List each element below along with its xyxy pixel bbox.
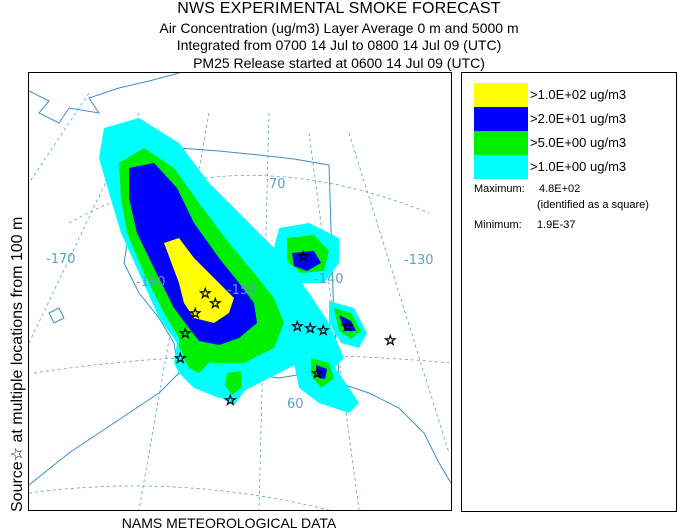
lon-label-150: -150 bbox=[227, 283, 257, 298]
lat-label-60: 60 bbox=[287, 397, 304, 412]
lon-line-180 bbox=[29, 92, 90, 184]
south-plume-blue bbox=[316, 365, 327, 379]
legend-swatch-yellow bbox=[474, 83, 528, 107]
legend-label-green: >5.0E+00 ug/m3 bbox=[530, 135, 627, 150]
lon-label-170: -170 bbox=[46, 252, 76, 267]
concentration-subtitle: Air Concentration (ug/m3) Layer Average … bbox=[159, 20, 519, 36]
integration-period: Integrated from 0700 14 Jul to 0800 14 J… bbox=[176, 37, 502, 53]
source-markers: ☆ ☆ ☆ ☆ ☆ ☆ ☆ ☆ ☆ ☆ ☆ ☆ ☆ bbox=[174, 249, 397, 410]
smoke-map-canvas: ☆ ☆ ☆ ☆ ☆ ☆ ☆ ☆ ☆ ☆ ☆ ☆ ☆ -170 -160 -150… bbox=[29, 73, 451, 510]
legend-item-green: >5.0E+00 ug/m3 bbox=[474, 131, 674, 155]
minimum-value: 1.9E-37 bbox=[537, 219, 576, 231]
maximum-note: (identified as a square) bbox=[537, 199, 649, 211]
source-star-9: ☆ bbox=[384, 333, 397, 349]
source-star-5: ☆ bbox=[174, 351, 187, 367]
release-start: PM25 Release started at 0600 14 Jul 09 (… bbox=[193, 55, 485, 71]
maximum-value: 4.8E+02 bbox=[539, 183, 581, 195]
sw-plume-green bbox=[179, 343, 209, 373]
meteorological-data-label: NAMS METEOROLOGICAL DATA bbox=[121, 515, 337, 531]
lon-label-160: -160 bbox=[136, 275, 166, 290]
legend-label-cyan: >1.0E+00 ug/m3 bbox=[530, 159, 627, 174]
east-plume1-blue bbox=[292, 251, 321, 271]
lon-line-130 bbox=[348, 132, 450, 454]
lat-label-70: 70 bbox=[269, 177, 286, 192]
legend-swatch-cyan bbox=[474, 155, 528, 179]
smoke-map: ☆ ☆ ☆ ☆ ☆ ☆ ☆ ☆ ☆ ☆ ☆ ☆ ☆ -170 -160 -150… bbox=[28, 72, 452, 511]
lon-label-130: -130 bbox=[404, 253, 434, 268]
concentration-legend: >1.0E+02 ug/m3 >2.0E+01 ug/m3 >5.0E+00 u… bbox=[461, 72, 677, 512]
maximum-label: Maximum: bbox=[474, 183, 525, 195]
source-star-2: ☆ bbox=[209, 296, 222, 312]
source-star-10: ☆ bbox=[297, 249, 310, 265]
source-star-8: ☆ bbox=[317, 323, 330, 339]
minimum-label: Minimum: bbox=[474, 219, 522, 231]
graticule-labels: -170 -160 -150 -140 -130 70 60 bbox=[46, 177, 434, 412]
legend-item-cyan: >1.0E+00 ug/m3 bbox=[474, 155, 674, 179]
legend-label-yellow: >1.0E+02 ug/m3 bbox=[530, 87, 627, 102]
source-star-6: ☆ bbox=[291, 319, 304, 335]
source-side-text: Source☆ at multiple locations from 100 m bbox=[9, 216, 26, 512]
legend-item-blue: >2.0E+01 ug/m3 bbox=[474, 107, 674, 131]
legend-item-yellow: >1.0E+02 ug/m3 bbox=[474, 83, 674, 107]
source-star-4: ☆ bbox=[179, 326, 192, 342]
russia-coast bbox=[29, 73, 180, 124]
east-plume2-blue bbox=[339, 315, 356, 331]
sw-small-plume-green bbox=[225, 371, 242, 395]
lon-label-140: -140 bbox=[314, 272, 344, 287]
alaska-peninsula bbox=[29, 372, 180, 486]
main-plume-yellow bbox=[164, 238, 234, 323]
legend-label-blue: >2.0E+01 ug/m3 bbox=[530, 111, 627, 126]
source-side-label: Source☆ at multiple locations from 100 m bbox=[9, 72, 26, 512]
source-star-7: ☆ bbox=[304, 321, 317, 337]
legend-swatch-blue bbox=[474, 107, 528, 131]
smoke-plumes bbox=[99, 118, 367, 413]
forecast-title: NWS EXPERIMENTAL SMOKE FORECAST bbox=[177, 0, 501, 17]
bering-island bbox=[48, 307, 65, 324]
source-star-12: ☆ bbox=[311, 366, 324, 382]
source-star-1: ☆ bbox=[199, 286, 212, 302]
source-star-3: ☆ bbox=[189, 306, 202, 322]
source-star-13: ☆ bbox=[341, 319, 354, 335]
source-star-11: ☆ bbox=[224, 393, 237, 409]
legend-swatch-green bbox=[474, 131, 528, 155]
lat-circle-50 bbox=[29, 485, 330, 510]
